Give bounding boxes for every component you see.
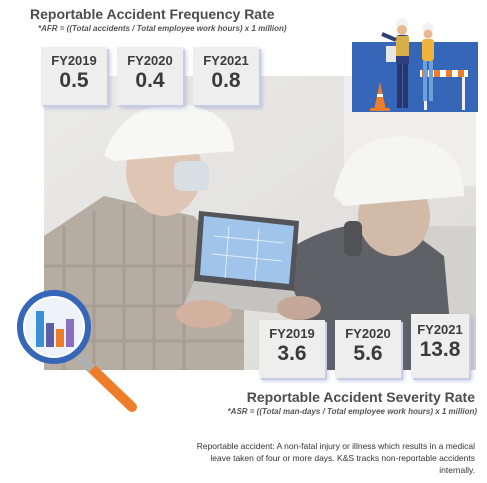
asr-stat-fy2021: FY2021 13.8 bbox=[411, 314, 469, 378]
asr-stat-fy2019: FY2019 3.6 bbox=[259, 320, 325, 378]
stat-value: 0.4 bbox=[135, 69, 165, 92]
footnote: Reportable accident: A non-fatal injury … bbox=[196, 441, 475, 475]
afr-stat-fy2020: FY2020 0.4 bbox=[117, 47, 183, 105]
afr-title: Reportable Accident Frequency Rate bbox=[30, 6, 275, 22]
asr-formula: *ASR = ((Total man-days / Total employee… bbox=[227, 407, 477, 416]
stat-year: FY2019 bbox=[51, 53, 97, 68]
stat-value: 0.8 bbox=[211, 69, 241, 92]
stat-value: 13.8 bbox=[419, 338, 461, 361]
construction-workers-illustration bbox=[352, 12, 478, 112]
stat-value: 5.6 bbox=[353, 342, 383, 365]
magnifier-chart-icon bbox=[14, 289, 142, 417]
stat-year: FY2020 bbox=[127, 53, 173, 68]
asr-stat-fy2020: FY2020 5.6 bbox=[335, 320, 401, 378]
afr-stat-fy2021: FY2021 0.8 bbox=[193, 47, 259, 105]
stat-year: FY2021 bbox=[417, 322, 463, 337]
asr-title: Reportable Accident Severity Rate bbox=[246, 389, 475, 405]
stat-value: 3.6 bbox=[277, 342, 307, 365]
afr-formula: *AFR = ((Total accidents / Total employe… bbox=[38, 24, 287, 33]
stat-value: 0.5 bbox=[59, 69, 89, 92]
stat-year: FY2021 bbox=[203, 53, 249, 68]
stat-year: FY2020 bbox=[345, 326, 391, 341]
afr-stat-fy2019: FY2019 0.5 bbox=[41, 47, 107, 105]
stat-year: FY2019 bbox=[269, 326, 315, 341]
